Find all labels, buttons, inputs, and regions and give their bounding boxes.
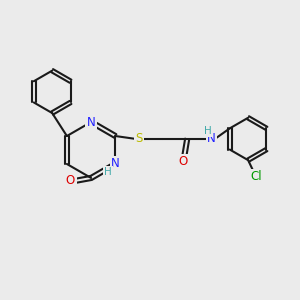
Text: N: N <box>87 116 95 128</box>
Text: N: N <box>111 158 120 170</box>
Text: N: N <box>207 133 216 146</box>
Text: O: O <box>66 174 75 188</box>
Text: H: H <box>104 167 112 177</box>
Text: S: S <box>135 133 142 146</box>
Text: O: O <box>178 155 188 168</box>
Text: Cl: Cl <box>250 170 262 183</box>
Text: H: H <box>204 126 212 136</box>
